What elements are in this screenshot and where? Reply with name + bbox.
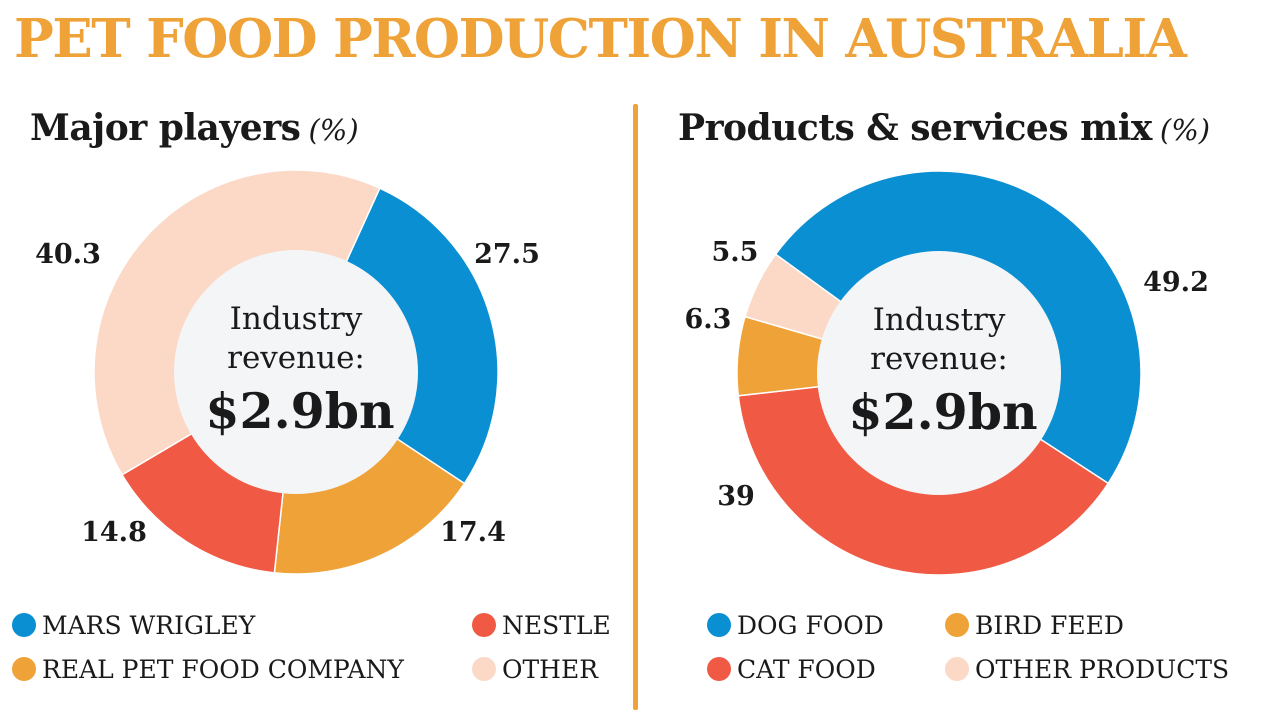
major-players-title: Major players xyxy=(30,107,301,149)
data-label-cat-food: 39 xyxy=(717,481,755,512)
legend-item-real-pet-food-company: REAL PET FOOD COMPANY xyxy=(12,650,404,690)
legend-item-other: OTHER xyxy=(472,650,598,690)
major-players-center-label-line1: Industry xyxy=(230,301,363,337)
legend-label-other-products: OTHER PRODUCTS xyxy=(975,655,1230,684)
legend-swatch-dog-food xyxy=(707,613,731,637)
data-label-dog-food: 49.2 xyxy=(1143,267,1209,298)
products-mix-center-value: $2.9bn xyxy=(848,383,1037,441)
legend-item-bird-feed: BIRD FEED xyxy=(945,606,1124,646)
data-label-bird-feed: 6.3 xyxy=(685,304,732,335)
legend-label-mars-wrigley: MARS WRIGLEY xyxy=(42,611,256,640)
legend-item-nestle: NESTLE xyxy=(472,606,611,646)
major-players-center xyxy=(174,250,418,494)
major-players-center-value: $2.9bn xyxy=(205,382,394,440)
legend-item-other-products: OTHER PRODUCTS xyxy=(945,650,1229,690)
legend-label-dog-food: DOG FOOD xyxy=(737,611,884,640)
legend-label-other: OTHER xyxy=(502,655,599,684)
panel-divider xyxy=(633,104,638,710)
legend-item-cat-food: CAT FOOD xyxy=(707,650,876,690)
data-label-mars-wrigley: 27.5 xyxy=(474,239,540,270)
legend-swatch-cat-food xyxy=(707,657,731,681)
legend-label-real-pet-food-company: REAL PET FOOD COMPANY xyxy=(42,655,404,684)
page-title: PET FOOD PRODUCTION IN AUSTRALIA xyxy=(14,8,1187,70)
products-mix-center xyxy=(817,251,1061,495)
products-mix-donut: Industry revenue: $2.9bn 49.2 39 6.3 5.5 xyxy=(685,170,1209,576)
products-mix-center-label-line2: revenue: xyxy=(870,341,1008,377)
data-label-other: 40.3 xyxy=(35,239,101,270)
products-mix-title: Products & services mix xyxy=(678,107,1152,149)
data-label-nestle: 14.8 xyxy=(81,517,147,548)
major-players-center-label-line2: revenue: xyxy=(227,340,365,376)
products-mix-heading: Products & services mix (%) xyxy=(678,100,1210,156)
data-label-other-products: 5.5 xyxy=(712,237,759,268)
legend-swatch-nestle xyxy=(472,613,496,637)
products-mix-center-label-line1: Industry xyxy=(873,302,1006,338)
legend-label-cat-food: CAT FOOD xyxy=(737,655,876,684)
legend-swatch-real-pet-food-company xyxy=(12,657,36,681)
legend-item-dog-food: DOG FOOD xyxy=(707,606,884,646)
products-mix-unit: (%) xyxy=(1159,113,1211,147)
legend-swatch-other-products xyxy=(945,657,969,681)
data-label-real-pet-food-company: 17.4 xyxy=(440,517,506,548)
legend-swatch-other xyxy=(472,657,496,681)
major-players-donut: Industry revenue: $2.9bn 27.5 17.4 14.8 40.… xyxy=(35,169,540,575)
legend-label-bird-feed: BIRD FEED xyxy=(975,611,1124,640)
legend-swatch-bird-feed xyxy=(945,613,969,637)
major-players-unit: (%) xyxy=(308,113,359,147)
legend-item-mars-wrigley: MARS WRIGLEY xyxy=(12,606,255,646)
major-players-heading: Major players (%) xyxy=(30,100,359,156)
legend-label-nestle: NESTLE xyxy=(502,611,611,640)
legend-swatch-mars-wrigley xyxy=(12,613,36,637)
